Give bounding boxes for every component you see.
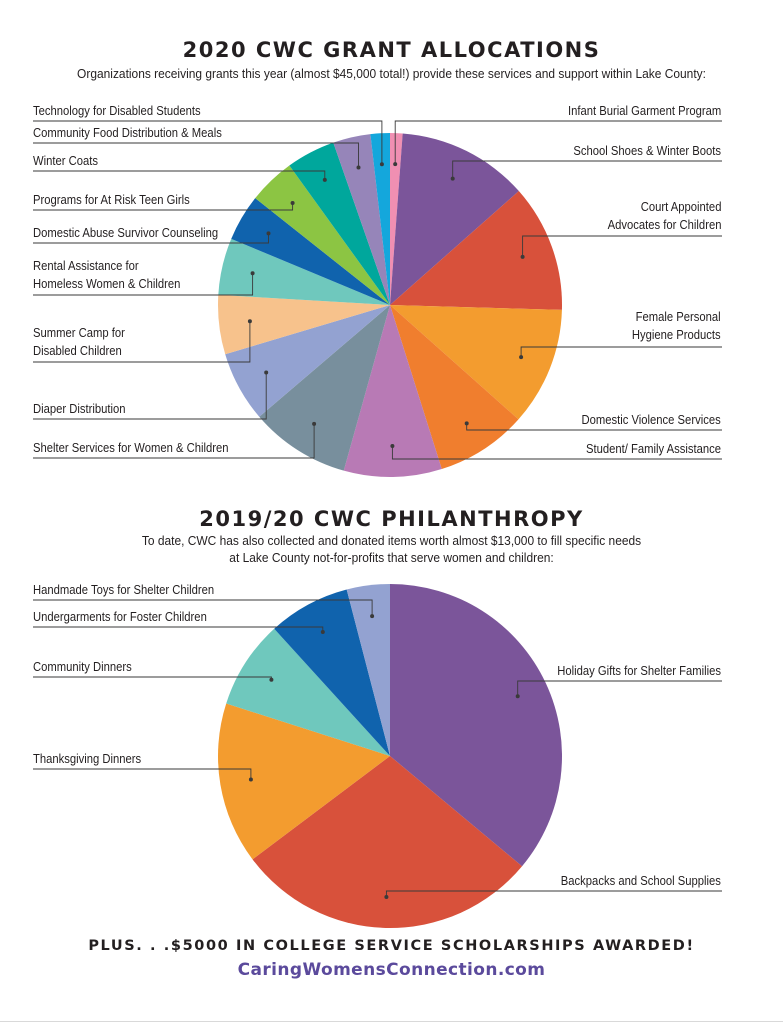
leader-line-shelter-services-for-women-children (33, 423, 315, 459)
leader-dot-thanksgiving-dinners (248, 777, 253, 782)
pie-slice-community-food-distribution-meals (333, 134, 390, 305)
leader-line-domestic-violence-services (466, 423, 722, 431)
leader-dot-community-dinners (269, 677, 274, 682)
leader-line-domestic-abuse-survivor-counseling (33, 233, 269, 244)
slice-label-shelter-services-for-women-children: Shelter Services for Women & Children (33, 441, 229, 455)
pie-slice-backpacks-and-school-supplies (252, 756, 523, 928)
leader-dot-domestic-violence-services (464, 421, 469, 426)
pie-slice-female-personal-hygiene-products (390, 305, 562, 420)
pie-slice-student-family-assistance (343, 305, 442, 477)
slice-label-domestic-violence-services: Domestic Violence Services (581, 413, 721, 427)
leader-line-infant-burial-garment-program (394, 120, 722, 165)
slice-label-handmade-toys-for-shelter-children: Handmade Toys for Shelter Children (33, 583, 215, 597)
slice-label-holiday-gifts-for-shelter-families: Holiday Gifts for Shelter Families (557, 664, 721, 678)
pie-slice-shelter-services-for-women-children (259, 305, 390, 471)
leader-line-female-personal-hygiene-products (520, 346, 722, 358)
slice-label-diaper-distribution: Diaper Distribution (33, 402, 126, 416)
grant-chart-title: 2020 CWC GRANT ALLOCATIONS (182, 38, 601, 62)
scholarship-note: PLUS. . .$5000 IN COLLEGE SERVICE SCHOLA… (88, 938, 695, 954)
pie-slice-court-appointed-advocates-for-children (390, 191, 563, 310)
leader-dot-summer-camp-for-disabled-children (247, 319, 252, 324)
leader-dot-handmade-toys-for-shelter-children (370, 614, 375, 619)
leader-dot-technology-for-disabled-students (379, 162, 384, 167)
leader-line-thanksgiving-dinners (33, 768, 252, 780)
leader-dot-rental-assistance-for-homeless-women-children (250, 271, 255, 276)
pie-slice-domestic-violence-services (390, 305, 519, 470)
slice-label-domestic-abuse-survivor-counseling: Domestic Abuse Survivor Counseling (33, 226, 219, 240)
pie-slice-programs-for-at-risk-teen-girls (255, 165, 390, 305)
slice-label-undergarments-for-foster-children: Undergarments for Foster Children (33, 610, 207, 624)
philanthropy-pie (33, 584, 722, 928)
pie-slice-handmade-toys-for-shelter-children (346, 584, 390, 756)
leader-line-school-shoes-winter-boots (452, 160, 722, 179)
slice-label-technology-for-disabled-students: Technology for Disabled Students (33, 104, 201, 118)
leader-dot-domestic-abuse-survivor-counseling (266, 231, 271, 236)
grant-allocations-pie (33, 120, 722, 477)
slice-label-summer-camp-for-disabled-children: Summer Camp for Disabled Children (33, 326, 125, 358)
slice-label-thanksgiving-dinners: Thanksgiving Dinners (33, 752, 142, 766)
slice-label-programs-for-at-risk-teen-girls: Programs for At Risk Teen Girls (33, 193, 190, 207)
pie-slice-technology-for-disabled-students (370, 133, 390, 305)
slice-label-student-family-assistance: Student/ Family Assistance (585, 442, 721, 456)
leader-line-rental-assistance-for-homeless-women-children (33, 273, 254, 296)
pie-slice-rental-assistance-for-homeless-women-children (218, 238, 390, 305)
page-divider (0, 1021, 783, 1022)
pie-slice-undergarments-for-foster-children (274, 589, 390, 756)
leader-line-technology-for-disabled-students (33, 120, 383, 165)
leader-line-community-food-distribution-meals (33, 142, 359, 168)
pie-slice-holiday-gifts-for-shelter-families (390, 584, 562, 867)
slice-label-winter-coats: Winter Coats (33, 154, 99, 168)
leader-dot-community-food-distribution-meals (356, 165, 361, 170)
leader-line-programs-for-at-risk-teen-girls (33, 203, 294, 211)
slice-label-school-shoes-winter-boots: School Shoes & Winter Boots (573, 144, 721, 158)
leader-line-handmade-toys-for-shelter-children (33, 599, 373, 617)
pie-slice-infant-burial-garment-program (390, 133, 403, 305)
pie-slice-community-dinners (226, 628, 390, 756)
leader-dot-programs-for-at-risk-teen-girls (290, 201, 295, 205)
leader-line-summer-camp-for-disabled-children (33, 321, 251, 363)
slice-label-female-personal-hygiene-products: Female Personal Hygiene Products (632, 310, 721, 342)
leader-dot-winter-coats (322, 177, 327, 182)
pie-slice-thanksgiving-dinners (218, 703, 390, 860)
leader-dot-diaper-distribution (264, 370, 269, 375)
slice-label-community-food-distribution-meals: Community Food Distribution & Meals (33, 126, 222, 140)
pie-slice-domestic-abuse-survivor-counseling (231, 198, 390, 305)
leader-line-winter-coats (33, 170, 326, 180)
slice-label-community-dinners: Community Dinners (33, 660, 132, 674)
philanthropy-chart-title: 2019/20 CWC PHILANTHROPY (199, 507, 584, 531)
slice-label-rental-assistance-for-homeless-women-children: Rental Assistance for Homeless Women & Ch… (33, 259, 181, 291)
leader-dot-student-family-assistance (390, 444, 395, 448)
leader-line-holiday-gifts-for-shelter-families (517, 680, 722, 697)
leader-dot-female-personal-hygiene-products (519, 355, 524, 360)
grant-chart-subtitle: Organizations receiving grants this year… (77, 66, 706, 81)
slice-label-backpacks-and-school-supplies: Backpacks and School Supplies (560, 874, 721, 888)
philanthropy-subtitle-line1: To date, CWC has also collected and dona… (141, 533, 642, 548)
leader-line-student-family-assistance (391, 446, 722, 460)
leader-dot-shelter-services-for-women-children (312, 421, 317, 426)
pie-slice-school-shoes-winter-boots (390, 133, 519, 305)
leader-dot-infant-burial-garment-program (393, 162, 398, 167)
leader-dot-undergarments-for-foster-children (320, 630, 325, 634)
slice-label-court-appointed-advocates-for-children: Court Appointed Advocates for Children (607, 200, 721, 232)
pie-slice-winter-coats (289, 142, 390, 305)
leader-dot-school-shoes-winter-boots (450, 176, 455, 181)
leader-dot-backpacks-and-school-supplies (384, 895, 389, 899)
leader-dot-court-appointed-advocates-for-children (520, 254, 525, 259)
leader-line-community-dinners (33, 676, 272, 680)
leader-line-court-appointed-advocates-for-children (522, 235, 722, 257)
pie-slice-summer-camp-for-disabled-children (218, 294, 390, 355)
leader-line-diaper-distribution (33, 372, 267, 420)
website-link[interactable]: CaringWomensConnection.com (237, 960, 546, 980)
philanthropy-subtitle-line2: at Lake County not-for-profits that serv… (229, 550, 554, 565)
leader-dot-holiday-gifts-for-shelter-families (515, 694, 520, 699)
slice-label-infant-burial-garment-program: Infant Burial Garment Program (567, 104, 721, 118)
